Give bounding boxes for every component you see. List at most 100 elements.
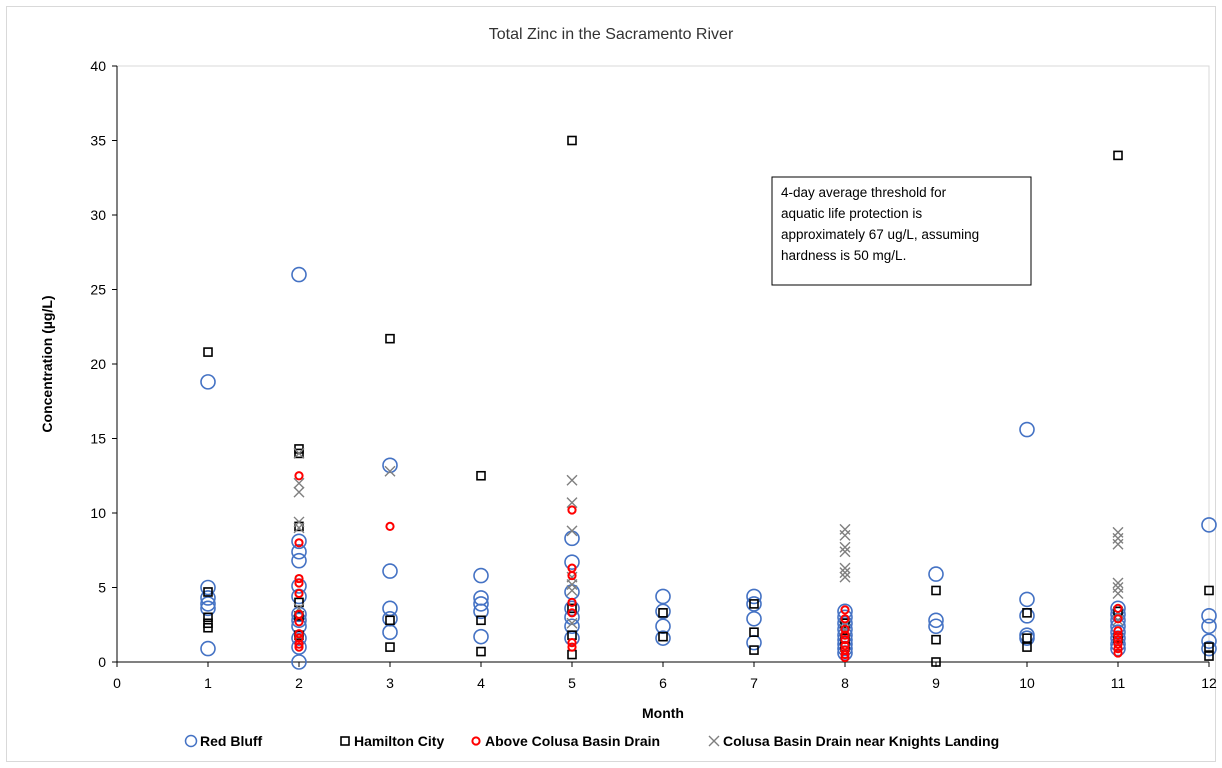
data-point (566, 584, 578, 596)
data-point (1201, 517, 1217, 533)
data-point (839, 562, 851, 574)
data-point (385, 521, 395, 532)
data-point (200, 600, 216, 617)
data-point (1022, 608, 1032, 618)
legend-marker (708, 735, 720, 747)
threshold-annotation: 4-day average threshold for aquatic life… (771, 176, 1032, 286)
legend-marker (184, 734, 198, 748)
data-point (566, 579, 578, 591)
data-point (567, 135, 577, 146)
data-point (931, 585, 941, 596)
data-point (567, 638, 577, 648)
data-point (931, 634, 941, 645)
data-point (840, 652, 850, 663)
x-tick-label: 0 (113, 675, 121, 691)
data-point (294, 521, 304, 532)
data-point (294, 578, 304, 588)
data-point (291, 612, 307, 629)
data-point (840, 635, 850, 645)
data-point (382, 624, 398, 641)
data-point (1112, 587, 1124, 599)
data-point (1113, 630, 1123, 640)
data-point (200, 640, 216, 657)
data-point (1201, 640, 1217, 657)
annotation-line-2: aquatic life protection is (781, 206, 922, 221)
data-point (931, 657, 941, 667)
data-point (564, 600, 580, 617)
chart-title: Total Zinc in the Sacramento River (489, 26, 734, 43)
data-point (839, 567, 851, 579)
data-point (840, 618, 850, 629)
data-point (1022, 642, 1032, 652)
data-point (749, 645, 759, 655)
data-point (385, 333, 395, 344)
legend: Red Bluff Hamilton City Above Colusa Basin… (184, 733, 999, 749)
x-axis-title: Month (642, 705, 684, 721)
data-point (1113, 603, 1123, 613)
data-point (564, 530, 580, 547)
data-point (1201, 608, 1217, 624)
data-point (294, 629, 304, 639)
data-point (294, 633, 304, 643)
data-point (567, 642, 577, 652)
data-point (294, 597, 304, 608)
y-tick-label: 20 (90, 356, 106, 372)
data-point (1113, 626, 1123, 636)
data-point (203, 587, 213, 597)
data-point (203, 347, 213, 357)
series-red-bluff (200, 266, 1217, 670)
data-point (655, 630, 671, 646)
y-tick-label: 0 (98, 654, 106, 670)
data-point (840, 630, 850, 640)
y-tick-label: 5 (98, 580, 106, 596)
x-tick-label: 2 (295, 675, 303, 691)
data-point (384, 465, 396, 477)
data-point (1112, 526, 1124, 538)
data-point (1019, 591, 1035, 608)
series-layer (200, 135, 1217, 670)
legend-label: Above Colusa Basin Drain (485, 733, 660, 749)
data-point (658, 631, 668, 642)
data-point (564, 618, 580, 635)
data-point (839, 529, 851, 541)
data-point (1113, 150, 1123, 161)
data-point (294, 642, 304, 652)
data-point (291, 552, 307, 569)
data-point (1201, 618, 1217, 635)
data-point (928, 566, 944, 582)
data-point (293, 447, 305, 459)
y-axis-title: Concentration (µg/L) (39, 295, 55, 432)
data-point (840, 605, 850, 615)
data-point (749, 599, 759, 609)
data-point (1113, 635, 1123, 645)
legend-item: Hamilton City (340, 733, 444, 749)
data-point (294, 617, 304, 627)
data-point (564, 609, 580, 626)
data-point (291, 266, 307, 283)
data-point (840, 641, 850, 651)
chart-frame (6, 6, 1216, 762)
data-point (1019, 608, 1035, 624)
y-tick-label: 25 (90, 282, 106, 298)
data-point (839, 541, 851, 553)
y-tick-label: 40 (90, 58, 106, 74)
data-point (566, 474, 578, 486)
data-point (293, 477, 305, 489)
annotation-line-4: hardness is 50 mg/L. (781, 248, 906, 263)
data-point (567, 649, 577, 660)
data-point (200, 579, 216, 596)
data-point (473, 628, 489, 645)
data-point (839, 546, 851, 558)
data-point (840, 614, 850, 624)
data-point (476, 470, 486, 481)
data-point (200, 590, 216, 606)
data-point (1204, 585, 1214, 596)
data-point (473, 567, 489, 584)
data-point (839, 523, 851, 535)
series-colusa-basin-drain-near-knights-landing (293, 447, 1124, 635)
data-point (1110, 618, 1126, 635)
annotation-line-3: approximately 67 ug/L, assuming (781, 227, 979, 242)
data-point (476, 646, 486, 657)
data-point (655, 588, 671, 605)
